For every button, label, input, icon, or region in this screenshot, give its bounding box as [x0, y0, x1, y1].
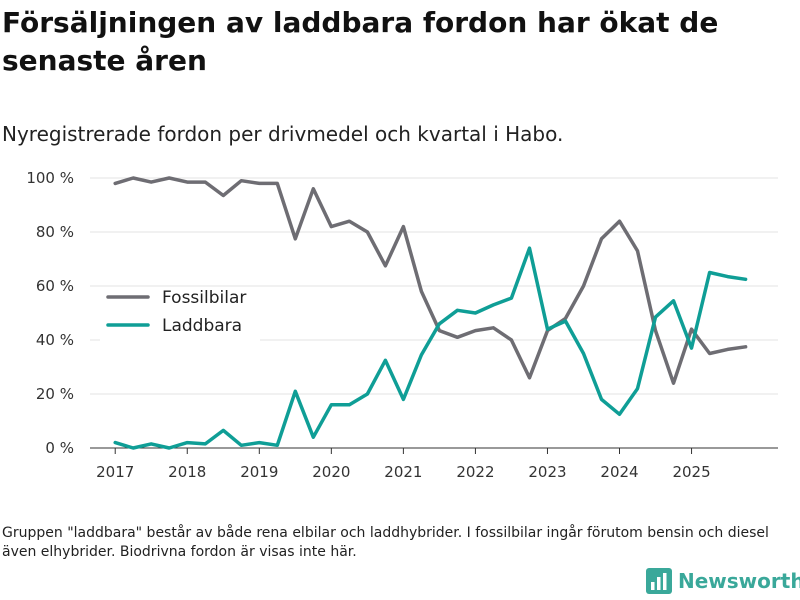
x-tick-label: 2017	[96, 463, 134, 481]
y-tick-label: 0 %	[45, 439, 74, 457]
y-tick-label: 60 %	[36, 277, 74, 295]
series-line-fossilbilar	[113, 176, 748, 385]
legend-label: Fossilbilar	[162, 288, 246, 308]
legend: Fossilbilar Laddbara	[100, 288, 260, 349]
line-chart: 0 % 20 % 40 % 60 % 80 % 100 % 2017 2018 2019 2020…	[26, 169, 778, 481]
x-tick-label: 2025	[672, 463, 710, 481]
y-tick-label: 100 %	[26, 169, 74, 187]
brand-name: Newsworthy	[678, 569, 800, 593]
footnote: Gruppen "laddbara" består av både rena e…	[2, 525, 769, 560]
y-tick-label: 20 %	[36, 385, 74, 403]
x-tick-label: 2018	[168, 463, 206, 481]
x-tick-label: 2024	[600, 463, 638, 481]
x-tick-label: 2022	[456, 463, 494, 481]
bar-chart-icon	[646, 568, 672, 594]
chart-subtitle: Nyregistrerade fordon per drivmedel och …	[2, 122, 564, 146]
series-lines	[113, 176, 748, 450]
series-line-laddbara	[113, 246, 748, 450]
y-tick-label: 80 %	[36, 223, 74, 241]
y-tick-label: 40 %	[36, 331, 74, 349]
chart-title: Försäljningen av laddbara fordon har öka…	[2, 6, 719, 77]
x-tick-label: 2021	[384, 463, 422, 481]
axes: 0 % 20 % 40 % 60 % 80 % 100 % 2017 2018 2019 2020…	[26, 169, 710, 481]
x-tick-label: 2023	[528, 463, 566, 481]
brand-logo: Newsworthy	[646, 568, 800, 594]
x-tick-label: 2019	[240, 463, 278, 481]
legend-background	[100, 291, 260, 349]
x-tick-label: 2020	[312, 463, 350, 481]
legend-label: Laddbara	[162, 316, 242, 336]
